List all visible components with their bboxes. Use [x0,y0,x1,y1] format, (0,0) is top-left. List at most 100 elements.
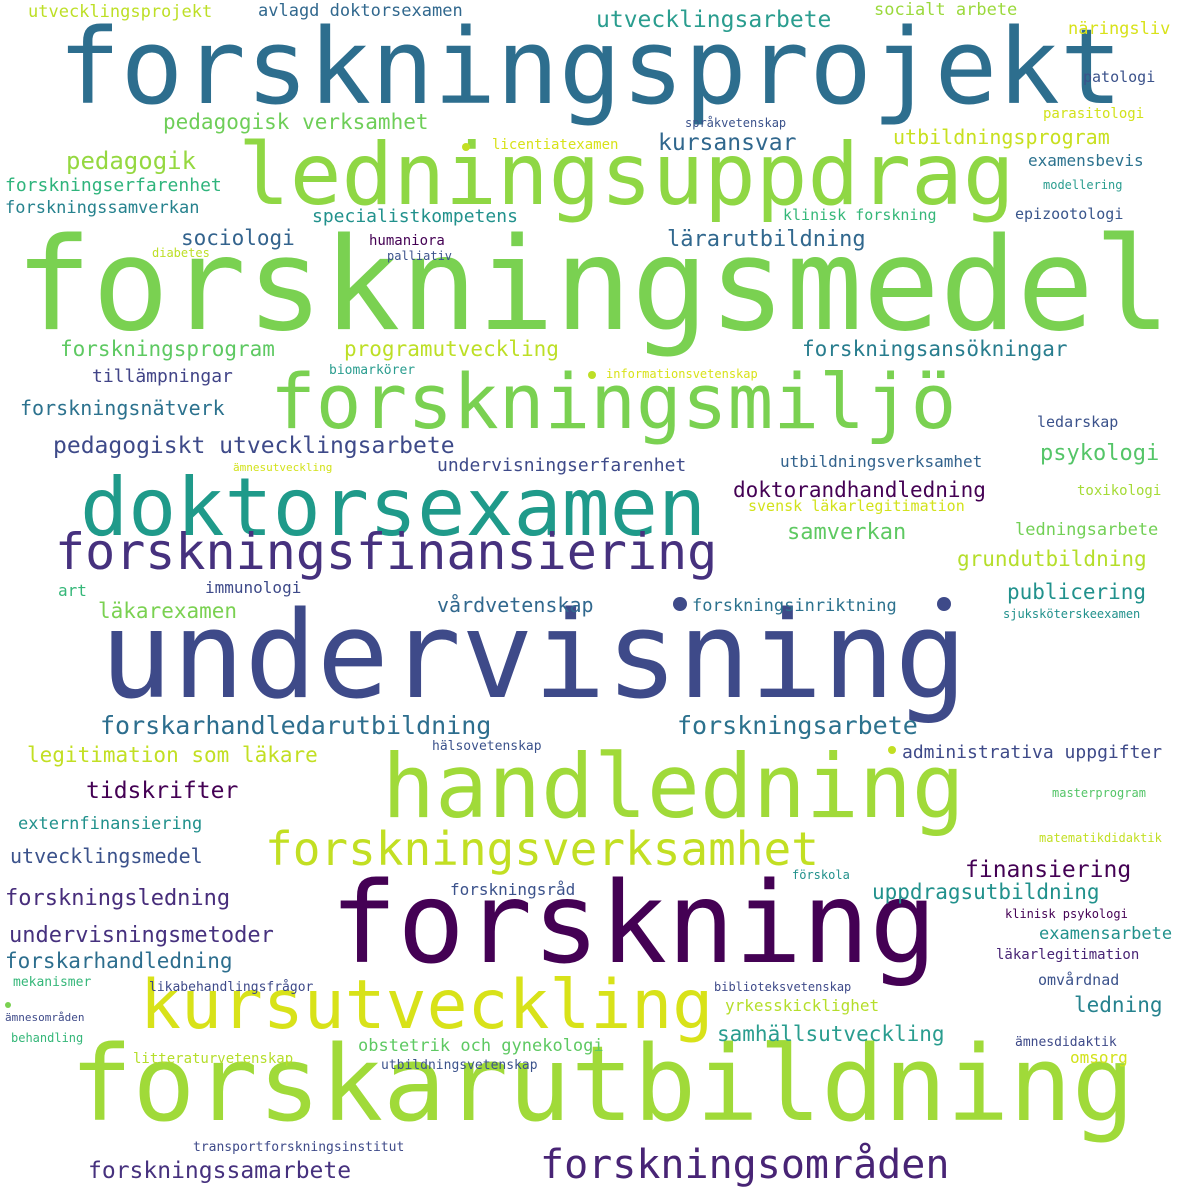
word-forskningsinriktning: forskningsinriktning [692,596,897,616]
word-forskningsledning: forskningsledning [5,886,231,911]
word-licentiatexamen: licentiatexamen [492,137,619,153]
word-amnesomraden: ämnesområden [5,1011,85,1024]
word-doktorandhandledning: doktorandhandledning [733,478,986,502]
word-palliativ: palliativ [387,249,453,263]
word-amnesutveckling: ämnesutveckling [233,461,333,474]
word-examensarbete: examensarbete [1039,924,1173,944]
word-informationsvetenskap: informationsvetenskap [606,367,758,381]
word-masterprogram: masterprogram [1052,786,1146,800]
word-programutveckling: programutveckling [344,337,559,361]
word-utbildningsverksamhet: utbildningsverksamhet [780,452,983,471]
dot-mark [462,143,470,151]
word-utvecklingsarbete: utvecklingsarbete [596,7,832,33]
word-tillampningar: tillämpningar [92,366,233,387]
word-modellering: modellering [1043,178,1123,192]
word-biblioteksvetenskap: biblioteksvetenskap [714,980,852,994]
word-sjukskoterskeexamen: sjuksköterskeexamen [1003,607,1141,621]
word-forskningsansokningar: forskningsansökningar [802,337,1068,361]
word-forskarutbildning: forskarutbildning [70,1023,1135,1145]
word-biomarkorer: biomarkörer [329,363,416,378]
word-toxikologi: toxikologi [1077,483,1162,499]
word-forskningsrad: forskningsråd [450,880,576,899]
word-obstetrik-och-gynekologi: obstetrik och gynekologi [358,1036,604,1056]
word-forskningsmedel: forskningsmedel [15,211,1171,360]
word-ledningsuppdrag: ledningsuppdrag [238,125,1015,225]
word-litteraturvetenskap: litteraturvetenskap [133,1051,294,1067]
word-sprakvetenskap: språkvetenskap [685,116,787,130]
word-sociologi: sociologi [181,226,295,250]
word-forskningsarbete: forskningsarbete [677,711,918,740]
word-uppdragsutbildning: uppdragsutbildning [872,880,1100,904]
word-forskningsmiljo: forskningsmiljö [270,357,957,446]
word-samverkan: samverkan [787,520,907,545]
word-forskningssamarbete: forskningssamarbete [88,1158,352,1184]
word-ledarskap: ledarskap [1037,413,1119,431]
dot-mark [673,597,687,611]
word-utbildningsprogram: utbildningsprogram [893,125,1110,149]
word-legitimation-som-lakare: legitimation som läkare [27,743,318,767]
word-yrkesskicklighet: yrkesskicklighet [725,996,880,1015]
word-omvardnad: omvårdnad [1038,971,1120,989]
word-avlagd-doktorsexamen: avlagd doktorsexamen [258,1,463,21]
word-forskarhandledarutbildning: forskarhandledarutbildning [100,711,492,740]
word-undervisningserfarenhet: undervisningserfarenhet [437,455,687,476]
word-publicering: publicering [1007,580,1147,604]
word-patologi: patologi [1083,68,1156,86]
word-forskningssamverkan: forskningssamverkan [5,198,200,218]
word-diabetes: diabetes [152,246,210,260]
word-handledning: handledning [382,735,965,838]
word-lakarlegitimation: läkarlegitimation [996,947,1140,963]
word-kursutveckling: kursutveckling [140,966,714,1045]
word-psykologi: psykologi [1040,441,1160,466]
word-epizootologi: epizootologi [1015,205,1124,223]
word-lararutbildning: lärarutbildning [667,227,866,252]
word-utbildningsvetenskap: utbildningsvetenskap [381,1058,538,1073]
word-samhallsutveckling: samhällsutveckling [717,1022,945,1046]
word-mekanismer: mekanismer [13,975,92,990]
word-grundutbildning: grundutbildning [957,547,1147,571]
word-svensk-lakarlegitimation: svensk läkarlegitimation [748,497,965,515]
word-utvecklingsmedel: utvecklingsmedel [10,844,203,868]
word-forskola: förskola [792,868,850,882]
dot-mark [937,597,951,611]
word-forskningsverksamhet: forskningsverksamhet [265,822,819,876]
word-matematikdidaktik: matematikdidaktik [1039,831,1162,845]
word-forskningsfinansiering: forskningsfinansiering [55,523,718,581]
word-undervisningsmetoder: undervisningsmetoder [9,923,274,948]
dot-mark [5,1002,11,1008]
word-tidskrifter: tidskrifter [86,778,239,804]
word-ledningsarbete: ledningsarbete [1015,520,1159,540]
word-forskningsnatverk: forskningsnätverk [20,396,225,420]
word-socialt-arbete: socialt arbete [874,0,1018,20]
word-klinisk-psykologi: klinisk psykologi [1005,907,1128,921]
word-forskningserfarenhet: forskningserfarenhet [5,175,222,196]
word-pedagogisk-verksamhet: pedagogisk verksamhet [163,110,429,134]
word-kursansvar: kursansvar [658,130,797,156]
word-immunologi: immunologi [205,578,302,597]
dot-mark [888,746,896,754]
word-undervisning: undervisning [100,587,967,726]
word-externfinansiering: externfinansiering [18,814,203,834]
word-vardvetenskap: vårdvetenskap [437,593,594,617]
word-finansiering: finansiering [965,857,1132,883]
word-art: art [58,581,87,600]
word-specialistkompetens: specialistkompetens [312,206,518,227]
word-pedagogiskt-utvecklingsarbete: pedagogiskt utvecklingsarbete [53,433,455,459]
word-likabehandlingsfragor: likabehandlingsfrågor [149,980,314,995]
word-humaniora: humaniora [369,233,445,249]
word-administrativa-uppgifter: administrativa uppgifter [902,742,1163,763]
word-transportforskningsinstitut: transportforskningsinstitut [193,1140,405,1155]
word-forskningsprogram: forskningsprogram [60,337,275,361]
word-forskningsprojekt: forskningsprojekt [58,6,1123,128]
word-utvecklingsprojekt: utvecklingsprojekt [28,2,213,22]
word-forskningsomraden: forskningsområden [540,1142,950,1188]
word-parasitologi: parasitologi [1043,106,1145,122]
word-doktorsexamen: doktorsexamen [80,461,707,554]
word-naringsliv: näringsliv [1068,19,1171,39]
word-ledning: ledning [1074,993,1163,1017]
word-forskning: forskning [330,859,937,989]
word-examensbevis: examensbevis [1028,151,1144,170]
word-forskarhandledning: forskarhandledning [5,949,233,973]
word-klinisk-forskning: klinisk forskning [783,206,937,224]
